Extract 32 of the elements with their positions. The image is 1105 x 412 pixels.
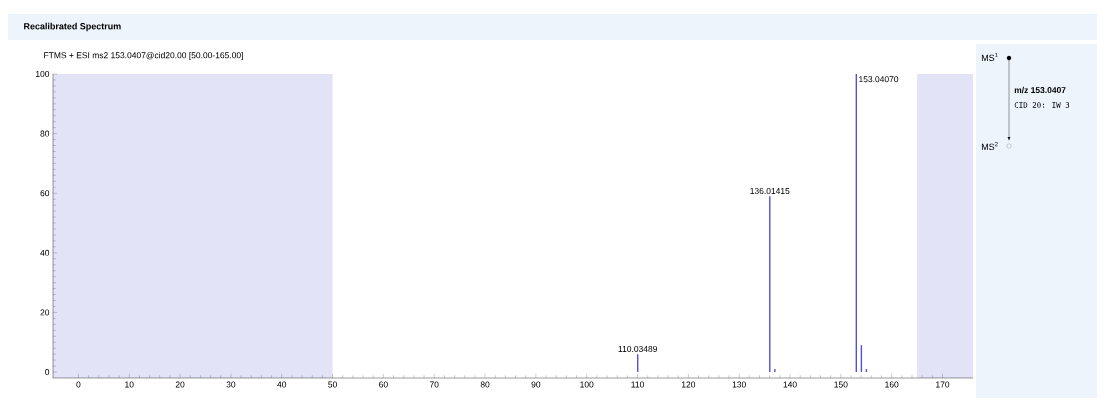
text: MS$^{2}$ <box>981 141 998 151</box>
x-tick-label: 120 <box>681 381 696 388</box>
x-tick-label: 100 <box>580 381 594 388</box>
chart-subtitle: FTMS + ESI ms2 153.0407@cid20.00 [50.00-165.00] <box>44 52 243 60</box>
x-tick-label: 50 <box>328 381 337 388</box>
y-tick-label: 60 <box>40 190 50 197</box>
x-tick-label: 20 <box>175 381 185 388</box>
annotation: 136.01415 <box>750 188 790 194</box>
y-tick-label: 20 <box>40 309 50 316</box>
x-tick-label: 30 <box>226 381 236 388</box>
x-tick-label: 60 <box>379 381 388 388</box>
x-tick-label: 110 <box>631 381 644 388</box>
x-tick-label: 10 <box>125 381 134 388</box>
chart-title: Recalibrated Spectrum <box>24 22 121 32</box>
y-tick-label: 80 <box>40 130 50 137</box>
annotation: 153.04070 <box>859 76 899 83</box>
text: m/z 153.0407 <box>1014 86 1066 94</box>
x-tick-label: 140 <box>783 381 797 388</box>
x-tick-label: 160 <box>885 381 899 388</box>
x-tick-label: 70 <box>429 381 439 388</box>
x-tick-label: 150 <box>834 381 848 388</box>
y-tick-label: 40 <box>40 249 50 256</box>
x-tick-label: 170 <box>936 381 950 388</box>
x-tick-label: 40 <box>277 381 287 388</box>
x-tick-label: 90 <box>531 381 541 388</box>
x-tick-label: 130 <box>732 381 746 388</box>
y-tick-label: 100 <box>35 71 50 77</box>
x-tick-label: 0 <box>76 381 81 388</box>
text: MS$^{1}$ <box>981 52 998 62</box>
x-tick-label: 80 <box>480 381 490 388</box>
y-tick-label: 0 <box>45 369 50 376</box>
annotation: 110.03489 <box>618 345 658 352</box>
